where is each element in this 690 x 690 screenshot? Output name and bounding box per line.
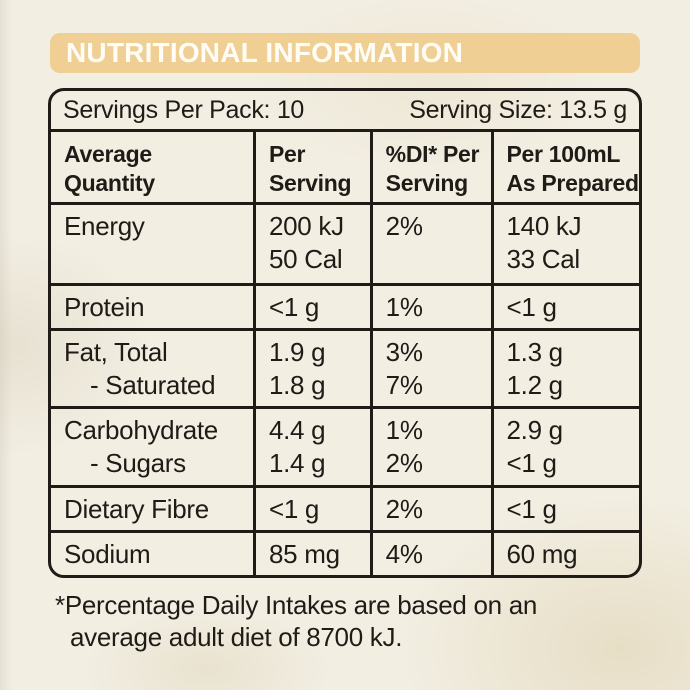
panel-title-banner: NUTRITIONAL INFORMATION xyxy=(50,33,640,73)
cell-per-serving: 200 kJ 50 Cal xyxy=(252,205,370,283)
table-row-dietary-fibre: Dietary Fibre <1 g 2% <1 g xyxy=(51,485,639,530)
value-line: 2% xyxy=(385,448,423,478)
value-line: 1% xyxy=(385,415,423,445)
cell-per-serving: 4.4 g 1.4 g xyxy=(252,409,370,485)
value-line: 2.9 g xyxy=(506,415,564,445)
value-line: 4.4 g xyxy=(268,415,326,445)
value-line: 1.9 g xyxy=(268,337,326,367)
daily-intake-footnote: *Percentage Daily Intakes are based on a… xyxy=(48,589,642,653)
footnote-line-2: average adult diet of 8700 kJ. xyxy=(70,622,403,652)
value-line: 140 kJ xyxy=(506,211,582,241)
cell-per-100ml: 60 mg xyxy=(490,533,639,575)
cell-nutrient: Protein xyxy=(51,286,253,328)
value-line: <1 g xyxy=(506,292,557,322)
nutrient-name: Energy xyxy=(64,211,145,241)
table-row-sodium: Sodium 85 mg 4% 60 mg xyxy=(51,530,639,575)
cell-di: 2% xyxy=(369,205,491,283)
cell-nutrient: Energy xyxy=(51,205,253,283)
value-line: 85 mg xyxy=(268,539,340,569)
table-row-carbohydrate: Carbohydrate - Sugars 4.4 g 1.4 g 1% 2% … xyxy=(51,406,639,485)
value-line: <1 g xyxy=(506,494,557,524)
panel-title: NUTRITIONAL INFORMATION xyxy=(66,37,464,68)
cell-di: 1% xyxy=(369,286,491,328)
cell-per-100ml: 1.3 g 1.2 g xyxy=(490,331,639,406)
cell-per-100ml: <1 g xyxy=(490,488,639,530)
table-row-fat: Fat, Total - Saturated 1.9 g 1.8 g 3% 7%… xyxy=(51,328,639,406)
cell-di: 4% xyxy=(369,533,491,575)
value-line: 200 kJ xyxy=(268,211,344,241)
nutrient-subname: - Saturated xyxy=(90,370,216,400)
header-di-per-serving: %DI* Per Serving xyxy=(369,132,491,202)
value-line: <1 g xyxy=(506,448,557,478)
value-line: 60 mg xyxy=(506,539,578,569)
servings-row: Servings Per Pack: 10 Serving Size: 13.5… xyxy=(51,91,639,129)
cell-per-serving: <1 g xyxy=(252,286,370,328)
nutrition-table: Servings Per Pack: 10 Serving Size: 13.5… xyxy=(48,88,642,578)
value-line: <1 g xyxy=(268,292,320,322)
nutrient-name: Fat, Total xyxy=(64,337,168,367)
cell-per-100ml: <1 g xyxy=(490,286,639,328)
nutrient-name: Carbohydrate xyxy=(64,415,218,445)
cell-nutrient: Carbohydrate - Sugars xyxy=(51,409,253,485)
header-average-quantity: Average Quantity xyxy=(64,141,155,196)
value-line: 4% xyxy=(385,539,423,569)
serving-size: Serving Size: 13.5 g xyxy=(409,95,627,124)
value-line: 1.4 g xyxy=(268,448,326,478)
nutrient-name: Sodium xyxy=(64,539,151,569)
nutrient-name: Protein xyxy=(64,292,145,322)
footnote-line-1: *Percentage Daily Intakes are based on a… xyxy=(55,590,538,620)
cell-nutrient: Fat, Total - Saturated xyxy=(51,331,253,406)
header-per-serving: Per Serving xyxy=(252,132,370,202)
cell-nutrient: Sodium xyxy=(51,533,253,575)
value-line: 1% xyxy=(385,292,423,322)
value-line: <1 g xyxy=(268,494,320,524)
value-line: 1.8 g xyxy=(268,370,326,400)
cell-per-serving: <1 g xyxy=(252,488,370,530)
value-line: 1.2 g xyxy=(506,370,564,400)
cell-per-serving: 85 mg xyxy=(252,533,370,575)
value-line: 50 Cal xyxy=(268,244,343,274)
table-row-protein: Protein <1 g 1% <1 g xyxy=(51,283,639,328)
header-per-100ml-as-prepared: Per 100mL As Prepared xyxy=(490,132,639,202)
value-line: 33 Cal xyxy=(506,244,581,274)
nutrient-subname: - Sugars xyxy=(90,448,186,478)
servings-per-pack: Servings Per Pack: 10 xyxy=(63,95,305,124)
value-line: 3% xyxy=(385,337,423,367)
value-line: 2% xyxy=(385,494,423,524)
value-line: 1.3 g xyxy=(506,337,564,367)
cell-di: 3% 7% xyxy=(369,331,491,406)
cell-di: 2% xyxy=(369,488,491,530)
cell-per-100ml: 140 kJ 33 Cal xyxy=(490,205,639,283)
cell-nutrient: Dietary Fibre xyxy=(51,488,253,530)
table-header-row: Average Quantity Per Serving %DI* Per Se… xyxy=(51,129,639,202)
cell-per-100ml: 2.9 g <1 g xyxy=(490,409,639,485)
value-line: 2% xyxy=(385,211,423,241)
nutrient-name: Dietary Fibre xyxy=(64,494,209,524)
value-line: 7% xyxy=(385,370,423,400)
cell-di: 1% 2% xyxy=(369,409,491,485)
table-row-energy: Energy 200 kJ 50 Cal 2% 140 kJ 33 Cal xyxy=(51,202,639,283)
cell-per-serving: 1.9 g 1.8 g xyxy=(252,331,370,406)
